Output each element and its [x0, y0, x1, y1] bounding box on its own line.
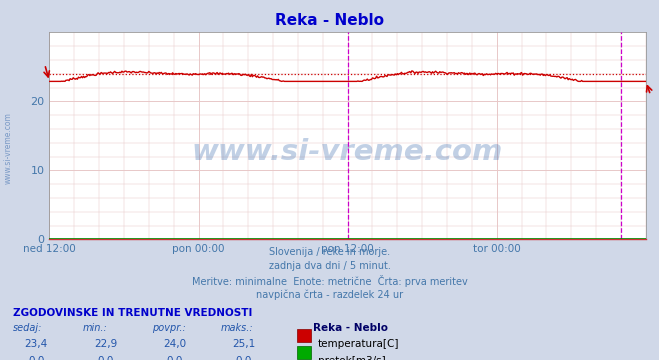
- Text: 25,1: 25,1: [232, 339, 256, 349]
- Text: min.:: min.:: [82, 323, 107, 333]
- Text: temperatura[C]: temperatura[C]: [318, 339, 399, 349]
- Text: navpična črta - razdelek 24 ur: navpična črta - razdelek 24 ur: [256, 290, 403, 300]
- Text: www.si-vreme.com: www.si-vreme.com: [192, 139, 503, 166]
- Text: 0,0: 0,0: [167, 356, 183, 360]
- Text: maks.:: maks.:: [221, 323, 254, 333]
- Text: Slovenija / reke in morje.: Slovenija / reke in morje.: [269, 247, 390, 257]
- Text: zadnja dva dni / 5 minut.: zadnja dva dni / 5 minut.: [269, 261, 390, 271]
- Text: 0,0: 0,0: [236, 356, 252, 360]
- Text: Reka - Neblo: Reka - Neblo: [313, 323, 388, 333]
- Text: ZGODOVINSKE IN TRENUTNE VREDNOSTI: ZGODOVINSKE IN TRENUTNE VREDNOSTI: [13, 308, 252, 318]
- Text: 0,0: 0,0: [98, 356, 113, 360]
- Text: www.si-vreme.com: www.si-vreme.com: [3, 112, 13, 184]
- Text: pretok[m3/s]: pretok[m3/s]: [318, 356, 386, 360]
- Text: 24,0: 24,0: [163, 339, 186, 349]
- Text: sedaj:: sedaj:: [13, 323, 43, 333]
- Text: Meritve: minimalne  Enote: metrične  Črta: prva meritev: Meritve: minimalne Enote: metrične Črta:…: [192, 275, 467, 287]
- Text: Reka - Neblo: Reka - Neblo: [275, 13, 384, 28]
- Text: 0,0: 0,0: [28, 356, 44, 360]
- Text: 23,4: 23,4: [24, 339, 48, 349]
- Text: 22,9: 22,9: [94, 339, 117, 349]
- Text: povpr.:: povpr.:: [152, 323, 185, 333]
